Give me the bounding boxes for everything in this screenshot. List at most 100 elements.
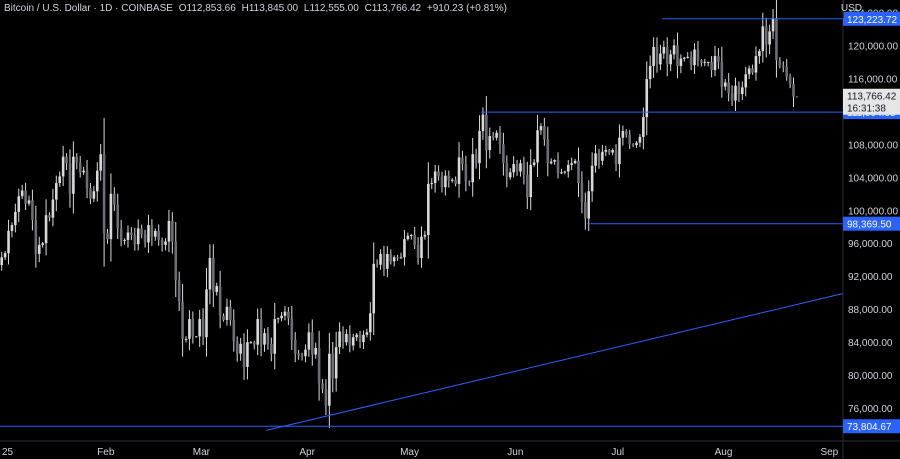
candle-body — [10, 225, 14, 231]
candle-body — [628, 134, 631, 145]
candle-body — [119, 228, 123, 241]
candle-body — [232, 319, 236, 342]
candle-body — [249, 342, 253, 344]
candle-body — [713, 56, 717, 71]
candle-body — [273, 319, 277, 354]
candle-body — [406, 235, 410, 240]
candle-body — [184, 338, 188, 340]
candle-body — [505, 163, 509, 178]
candle-body — [102, 154, 106, 234]
candle-body — [601, 151, 604, 161]
candle-body — [761, 26, 765, 52]
candle-body — [590, 165, 594, 192]
price-tick-label: 88,000.00 — [848, 305, 893, 316]
candle-body — [420, 236, 423, 259]
candle-body — [512, 164, 515, 173]
candle-body — [150, 225, 154, 237]
price-tick-label: 80,000.00 — [848, 371, 893, 382]
candle-body — [188, 319, 191, 339]
resistance-high-price-label-bg — [843, 11, 900, 26]
candle-body — [229, 306, 232, 320]
candle-body — [369, 313, 372, 333]
resistance-high-price-label: 123,223.72 — [847, 15, 897, 26]
candle-body — [123, 239, 126, 241]
candle-body — [781, 65, 785, 67]
symbol-title[interactable]: Bitcoin / U.S. Dollar · 1D · COINBASE — [4, 3, 173, 14]
candle-body — [495, 132, 498, 138]
symbol-header: Bitcoin / U.S. Dollar · 1D · COINBASE O1… — [4, 3, 510, 14]
candle-body — [143, 234, 147, 243]
month-tick-label: Sep — [820, 447, 838, 458]
candle-body — [399, 257, 403, 259]
candle-body — [171, 220, 174, 242]
price-tick-label: 84,000.00 — [848, 338, 893, 349]
trendline[interactable] — [266, 293, 844, 431]
candle-body — [730, 93, 734, 101]
candle-body — [778, 60, 782, 66]
candle-body — [372, 263, 376, 314]
candle-body — [153, 230, 157, 237]
candle-body — [413, 234, 416, 245]
candle-body — [720, 61, 724, 87]
ohlc-low: L112,555.00 — [303, 3, 359, 14]
candle-body — [737, 85, 741, 94]
candle-body — [652, 46, 655, 66]
candle-body — [310, 332, 314, 355]
candle-body — [242, 343, 246, 367]
candle-body — [464, 164, 468, 182]
candle-body — [471, 154, 474, 183]
candle-body — [522, 163, 526, 175]
candle-body — [266, 333, 270, 344]
candle-body — [447, 175, 451, 181]
candle-body — [577, 160, 580, 184]
candle-body — [662, 46, 666, 54]
candle-body — [519, 163, 522, 172]
candle-body — [614, 150, 618, 165]
candle-body — [409, 234, 413, 236]
candle-body — [741, 87, 744, 94]
candle-body — [457, 157, 461, 184]
candle-body — [317, 347, 321, 384]
candle-body — [215, 286, 219, 292]
candle-body — [573, 160, 577, 164]
candle-body — [157, 230, 160, 240]
candle-body — [208, 258, 212, 290]
candle-body — [34, 220, 38, 254]
candle-body — [37, 244, 41, 254]
candle-body — [212, 258, 215, 292]
candle-body — [20, 190, 24, 197]
support-bottom-price-label-bg — [843, 419, 900, 434]
candle-body — [290, 318, 294, 340]
month-tick-label: Aug — [715, 447, 733, 458]
candle-body — [276, 318, 280, 320]
candle-body — [498, 132, 502, 145]
candle-body — [160, 239, 164, 245]
price-tick-label: 96,000.00 — [848, 239, 893, 250]
candle-body — [48, 215, 51, 218]
candle-body — [584, 202, 587, 219]
candle-body — [433, 171, 437, 184]
candle-body — [78, 162, 82, 173]
month-tick-label: Jun — [507, 447, 523, 458]
candle-body — [754, 56, 758, 73]
candle-body — [198, 319, 201, 337]
candle-body — [485, 114, 488, 151]
bar-countdown-label: 16:31:38 — [847, 104, 886, 115]
candle-body — [7, 230, 10, 254]
candle-body — [488, 136, 492, 151]
ohlc-change: +910.23 (+0.81%) — [426, 3, 507, 14]
candle-body — [106, 233, 109, 240]
candle-body — [546, 139, 550, 164]
candle-body — [655, 46, 659, 65]
candle-body — [686, 56, 690, 58]
candle-body — [642, 117, 645, 137]
price-tick-label: 76,000.00 — [848, 404, 893, 415]
candle-body — [116, 204, 120, 229]
candle-body — [24, 190, 27, 204]
candle-body — [41, 243, 44, 245]
support-bottom-price-label: 73,804.67 — [847, 422, 892, 433]
candle-body — [27, 200, 31, 204]
candle-body — [450, 179, 454, 181]
